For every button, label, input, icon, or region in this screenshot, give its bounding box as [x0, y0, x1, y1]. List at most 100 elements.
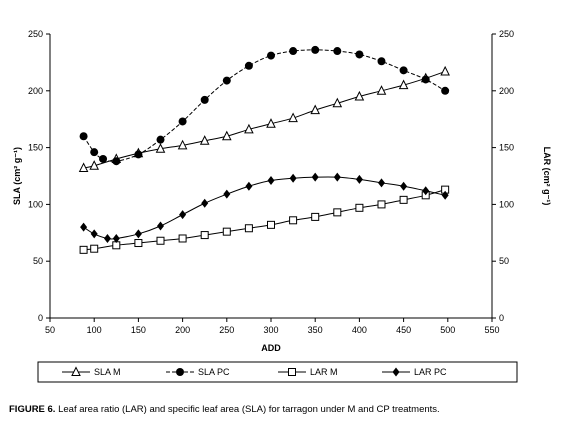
legend-marker — [392, 367, 400, 377]
y-left-tick-label: 50 — [33, 256, 43, 266]
legend-label: SLA PC — [198, 367, 230, 377]
data-point — [400, 181, 408, 191]
data-point — [355, 174, 363, 184]
data-point — [178, 117, 187, 126]
data-point — [178, 234, 187, 243]
caption-lead: FIGURE 6. — [9, 404, 56, 415]
y-left-tick-label: 0 — [38, 313, 43, 323]
data-point — [332, 97, 343, 108]
legend: SLA M SLA PC LAR M LAR PC — [37, 361, 518, 383]
data-point — [177, 139, 188, 150]
data-point — [89, 160, 100, 170]
data-point — [221, 130, 232, 141]
plot-area — [78, 45, 450, 254]
data-point — [378, 178, 385, 188]
data-point — [80, 222, 88, 232]
x-axis-title: ADD — [261, 343, 281, 353]
series-line — [83, 49, 446, 162]
data-point — [399, 66, 408, 75]
data-point — [267, 51, 275, 60]
legend-item: SLA PC — [166, 367, 230, 377]
data-point — [289, 173, 297, 183]
series-line — [83, 176, 446, 240]
data-point — [399, 195, 408, 204]
y-left-tick-label: 100 — [28, 199, 43, 209]
x-tick-label: 300 — [263, 325, 278, 335]
caption-text: Leaf area ratio (LAR) and specific leaf … — [55, 404, 440, 415]
data-point — [99, 154, 108, 163]
data-point — [311, 172, 319, 182]
data-point — [222, 227, 231, 236]
data-point — [267, 220, 275, 229]
x-tick-label: 550 — [484, 325, 499, 335]
data-point — [112, 233, 120, 243]
y-axis-right-title: LAR (cm² g⁻¹) — [542, 147, 552, 206]
data-point — [289, 47, 298, 56]
y-left-tick-label: 150 — [28, 143, 43, 153]
data-point — [310, 104, 321, 115]
figure-caption: FIGURE 6. Leaf area ratio (LAR) and spec… — [9, 404, 440, 415]
data-point — [157, 221, 164, 231]
data-point — [289, 216, 298, 225]
legend-marker — [71, 366, 81, 376]
series-lar-pc — [80, 172, 449, 243]
data-point — [103, 233, 111, 243]
data-point — [90, 148, 99, 157]
data-point — [78, 162, 89, 173]
data-point — [244, 123, 254, 134]
legend-marker — [288, 368, 296, 376]
data-point — [266, 118, 276, 128]
x-tick-label: 400 — [352, 325, 367, 335]
data-point — [245, 181, 253, 191]
data-point — [79, 245, 88, 254]
data-point — [376, 85, 387, 95]
y-right-tick-label: 50 — [499, 256, 509, 266]
data-point — [134, 150, 143, 159]
data-point — [200, 95, 209, 104]
x-tick-label: 450 — [396, 325, 411, 335]
legend-item: LAR M — [278, 367, 338, 377]
data-point — [288, 112, 298, 123]
data-point — [79, 132, 88, 141]
data-point — [244, 224, 253, 233]
x-tick-label: 350 — [308, 325, 323, 335]
data-point — [156, 236, 165, 245]
data-point — [155, 143, 166, 153]
data-point — [333, 47, 342, 56]
legend-label: LAR PC — [414, 367, 447, 377]
data-point — [90, 229, 98, 239]
data-point — [90, 244, 99, 253]
x-tick-label: 100 — [87, 325, 102, 335]
data-point — [333, 172, 341, 182]
y-right-tick-label: 0 — [499, 313, 504, 323]
data-point — [441, 86, 450, 95]
data-point — [377, 200, 386, 209]
data-point — [377, 57, 386, 66]
series-lar-m — [79, 185, 450, 254]
data-point — [311, 45, 320, 54]
y-right-tick-label: 200 — [499, 86, 514, 96]
legend-label: LAR M — [310, 367, 338, 377]
data-point — [440, 65, 450, 76]
y-axis-left-title: SLA (cm² g⁻¹) — [12, 147, 22, 205]
legend-marker — [176, 368, 184, 376]
series-sla-pc — [79, 45, 450, 166]
y-right-tick-label: 150 — [499, 143, 514, 153]
data-point — [179, 210, 187, 220]
data-point — [333, 208, 342, 217]
axes: 50 100 150 200 250 300 350 400 450 500 55005010015… — [12, 29, 552, 353]
legend-item: LAR PC — [382, 367, 447, 377]
data-point — [267, 176, 275, 186]
data-point — [134, 229, 142, 239]
data-point — [222, 76, 231, 85]
legend-item: SLA M — [62, 366, 121, 377]
data-point — [112, 157, 121, 166]
x-tick-label: 200 — [175, 325, 190, 335]
data-point — [200, 231, 209, 240]
legend-label: SLA M — [94, 367, 121, 377]
data-point — [422, 186, 430, 196]
legend-box — [37, 361, 518, 383]
x-tick-label: 500 — [440, 325, 455, 335]
data-point — [355, 50, 364, 59]
